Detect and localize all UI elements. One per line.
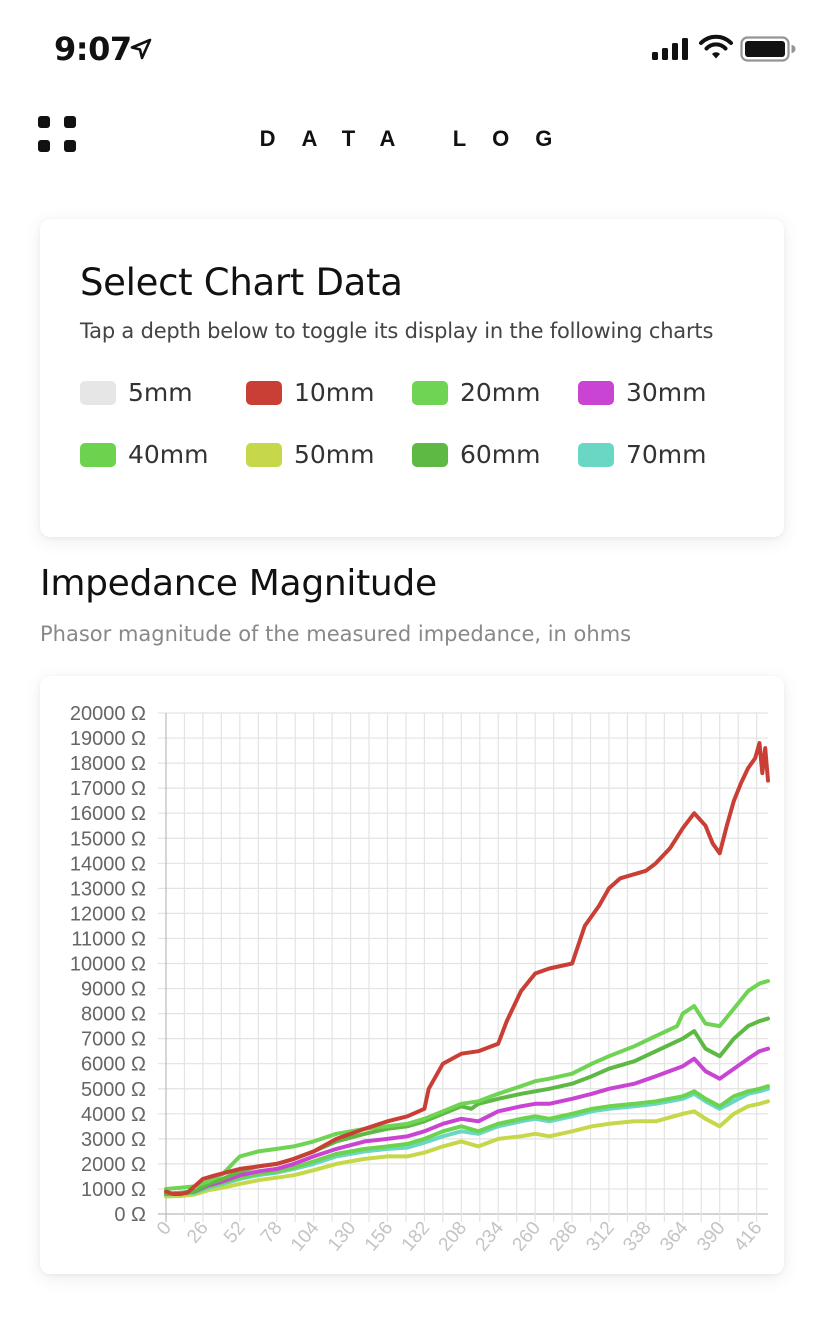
x-tick-label: 182 bbox=[398, 1218, 434, 1256]
y-tick-label: 8000 Ω bbox=[81, 1004, 146, 1026]
y-tick-label: 3000 Ω bbox=[81, 1129, 146, 1151]
y-tick-label: 5000 Ω bbox=[81, 1079, 146, 1101]
x-tick-label: 52 bbox=[220, 1218, 250, 1248]
grid-menu-icon[interactable] bbox=[38, 116, 78, 156]
y-tick-label: 1000 Ω bbox=[81, 1179, 146, 1201]
y-tick-label: 18000 Ω bbox=[70, 753, 146, 775]
y-tick-label: 20000 Ω bbox=[70, 703, 146, 725]
depth-label: 40mm bbox=[128, 440, 209, 469]
x-tick-label: 78 bbox=[257, 1218, 287, 1248]
select-card-subtitle: Tap a depth below to toggle its display … bbox=[80, 319, 714, 343]
x-tick-label: 286 bbox=[545, 1218, 581, 1256]
series-line-40mm bbox=[164, 1084, 770, 1196]
impedance-section-subtitle: Phasor magnitude of the measured impedan… bbox=[40, 622, 632, 646]
x-tick-label: 208 bbox=[435, 1218, 471, 1256]
y-tick-label: 19000 Ω bbox=[70, 728, 146, 750]
battery-icon bbox=[740, 36, 796, 62]
y-tick-label: 6000 Ω bbox=[81, 1054, 146, 1076]
y-tick-label: 12000 Ω bbox=[70, 903, 146, 925]
x-tick-label: 104 bbox=[287, 1217, 324, 1255]
depth-swatch bbox=[578, 381, 614, 405]
depth-label: 10mm bbox=[294, 378, 375, 407]
impedance-chart-card: 0 Ω 1000 Ω 2000 Ω 3000 Ω 4000 Ω 5000 Ω 6000 Ω 7… bbox=[40, 676, 784, 1274]
y-tick-label: 15000 Ω bbox=[70, 828, 146, 850]
location-arrow-icon bbox=[130, 38, 152, 60]
y-tick-label: 17000 Ω bbox=[70, 778, 146, 800]
series-line-10mm bbox=[164, 741, 770, 1196]
status-time: 9:07 bbox=[54, 30, 132, 68]
x-tick-label: 0 bbox=[153, 1218, 176, 1240]
x-tick-label: 364 bbox=[656, 1217, 693, 1255]
depth-swatch bbox=[80, 443, 116, 467]
depth-label: 20mm bbox=[460, 378, 541, 407]
y-tick-label: 11000 Ω bbox=[71, 928, 146, 950]
depth-label: 30mm bbox=[626, 378, 707, 407]
y-tick-label: 0 Ω bbox=[114, 1204, 146, 1226]
impedance-chart: 0 Ω 1000 Ω 2000 Ω 3000 Ω 4000 Ω 5000 Ω 6000 Ω 7… bbox=[70, 703, 770, 1256]
x-tick-label: 26 bbox=[183, 1218, 213, 1248]
depth-swatch bbox=[246, 443, 282, 467]
depth-label: 70mm bbox=[626, 440, 707, 469]
x-tick-label: 156 bbox=[361, 1218, 397, 1256]
depth-swatch bbox=[578, 443, 614, 467]
x-tick-label: 130 bbox=[324, 1218, 360, 1256]
impedance-section-title: Impedance Magnitude bbox=[40, 563, 437, 604]
series-line-50mm bbox=[164, 1099, 770, 1199]
depth-swatch bbox=[80, 381, 116, 405]
y-tick-label: 7000 Ω bbox=[81, 1029, 146, 1051]
wifi-icon bbox=[699, 34, 733, 59]
y-tick-label: 9000 Ω bbox=[81, 979, 146, 1001]
y-tick-label: 14000 Ω bbox=[70, 853, 146, 875]
y-tick-label: 2000 Ω bbox=[81, 1154, 146, 1176]
x-tick-label: 390 bbox=[693, 1218, 729, 1256]
app-header: DATA LOG bbox=[0, 96, 828, 186]
status-bar: 9:07 bbox=[0, 0, 828, 96]
cellular-signal-icon bbox=[652, 38, 688, 60]
page-title: DATA LOG bbox=[259, 126, 579, 151]
x-tick-label: 416 bbox=[730, 1218, 766, 1256]
depth-swatch bbox=[412, 381, 448, 405]
x-tick-label: 260 bbox=[509, 1218, 545, 1256]
series-line-20mm bbox=[164, 979, 770, 1191]
depth-swatch bbox=[246, 381, 282, 405]
depth-label: 50mm bbox=[294, 440, 375, 469]
depth-label: 60mm bbox=[460, 440, 541, 469]
series-line-30mm bbox=[164, 1046, 770, 1196]
x-tick-label: 338 bbox=[619, 1218, 655, 1256]
select-card-title: Select Chart Data bbox=[80, 261, 403, 304]
y-tick-label: 13000 Ω bbox=[70, 878, 146, 900]
y-tick-label: 10000 Ω bbox=[70, 954, 146, 976]
depth-label: 5mm bbox=[128, 378, 193, 407]
select-chart-data-card: Select Chart Data Tap a depth below to t… bbox=[40, 219, 784, 537]
x-tick-label: 312 bbox=[582, 1218, 618, 1256]
y-tick-label: 4000 Ω bbox=[81, 1104, 146, 1126]
x-tick-label: 234 bbox=[472, 1217, 509, 1255]
y-tick-label: 16000 Ω bbox=[70, 803, 146, 825]
depth-swatch bbox=[412, 443, 448, 467]
